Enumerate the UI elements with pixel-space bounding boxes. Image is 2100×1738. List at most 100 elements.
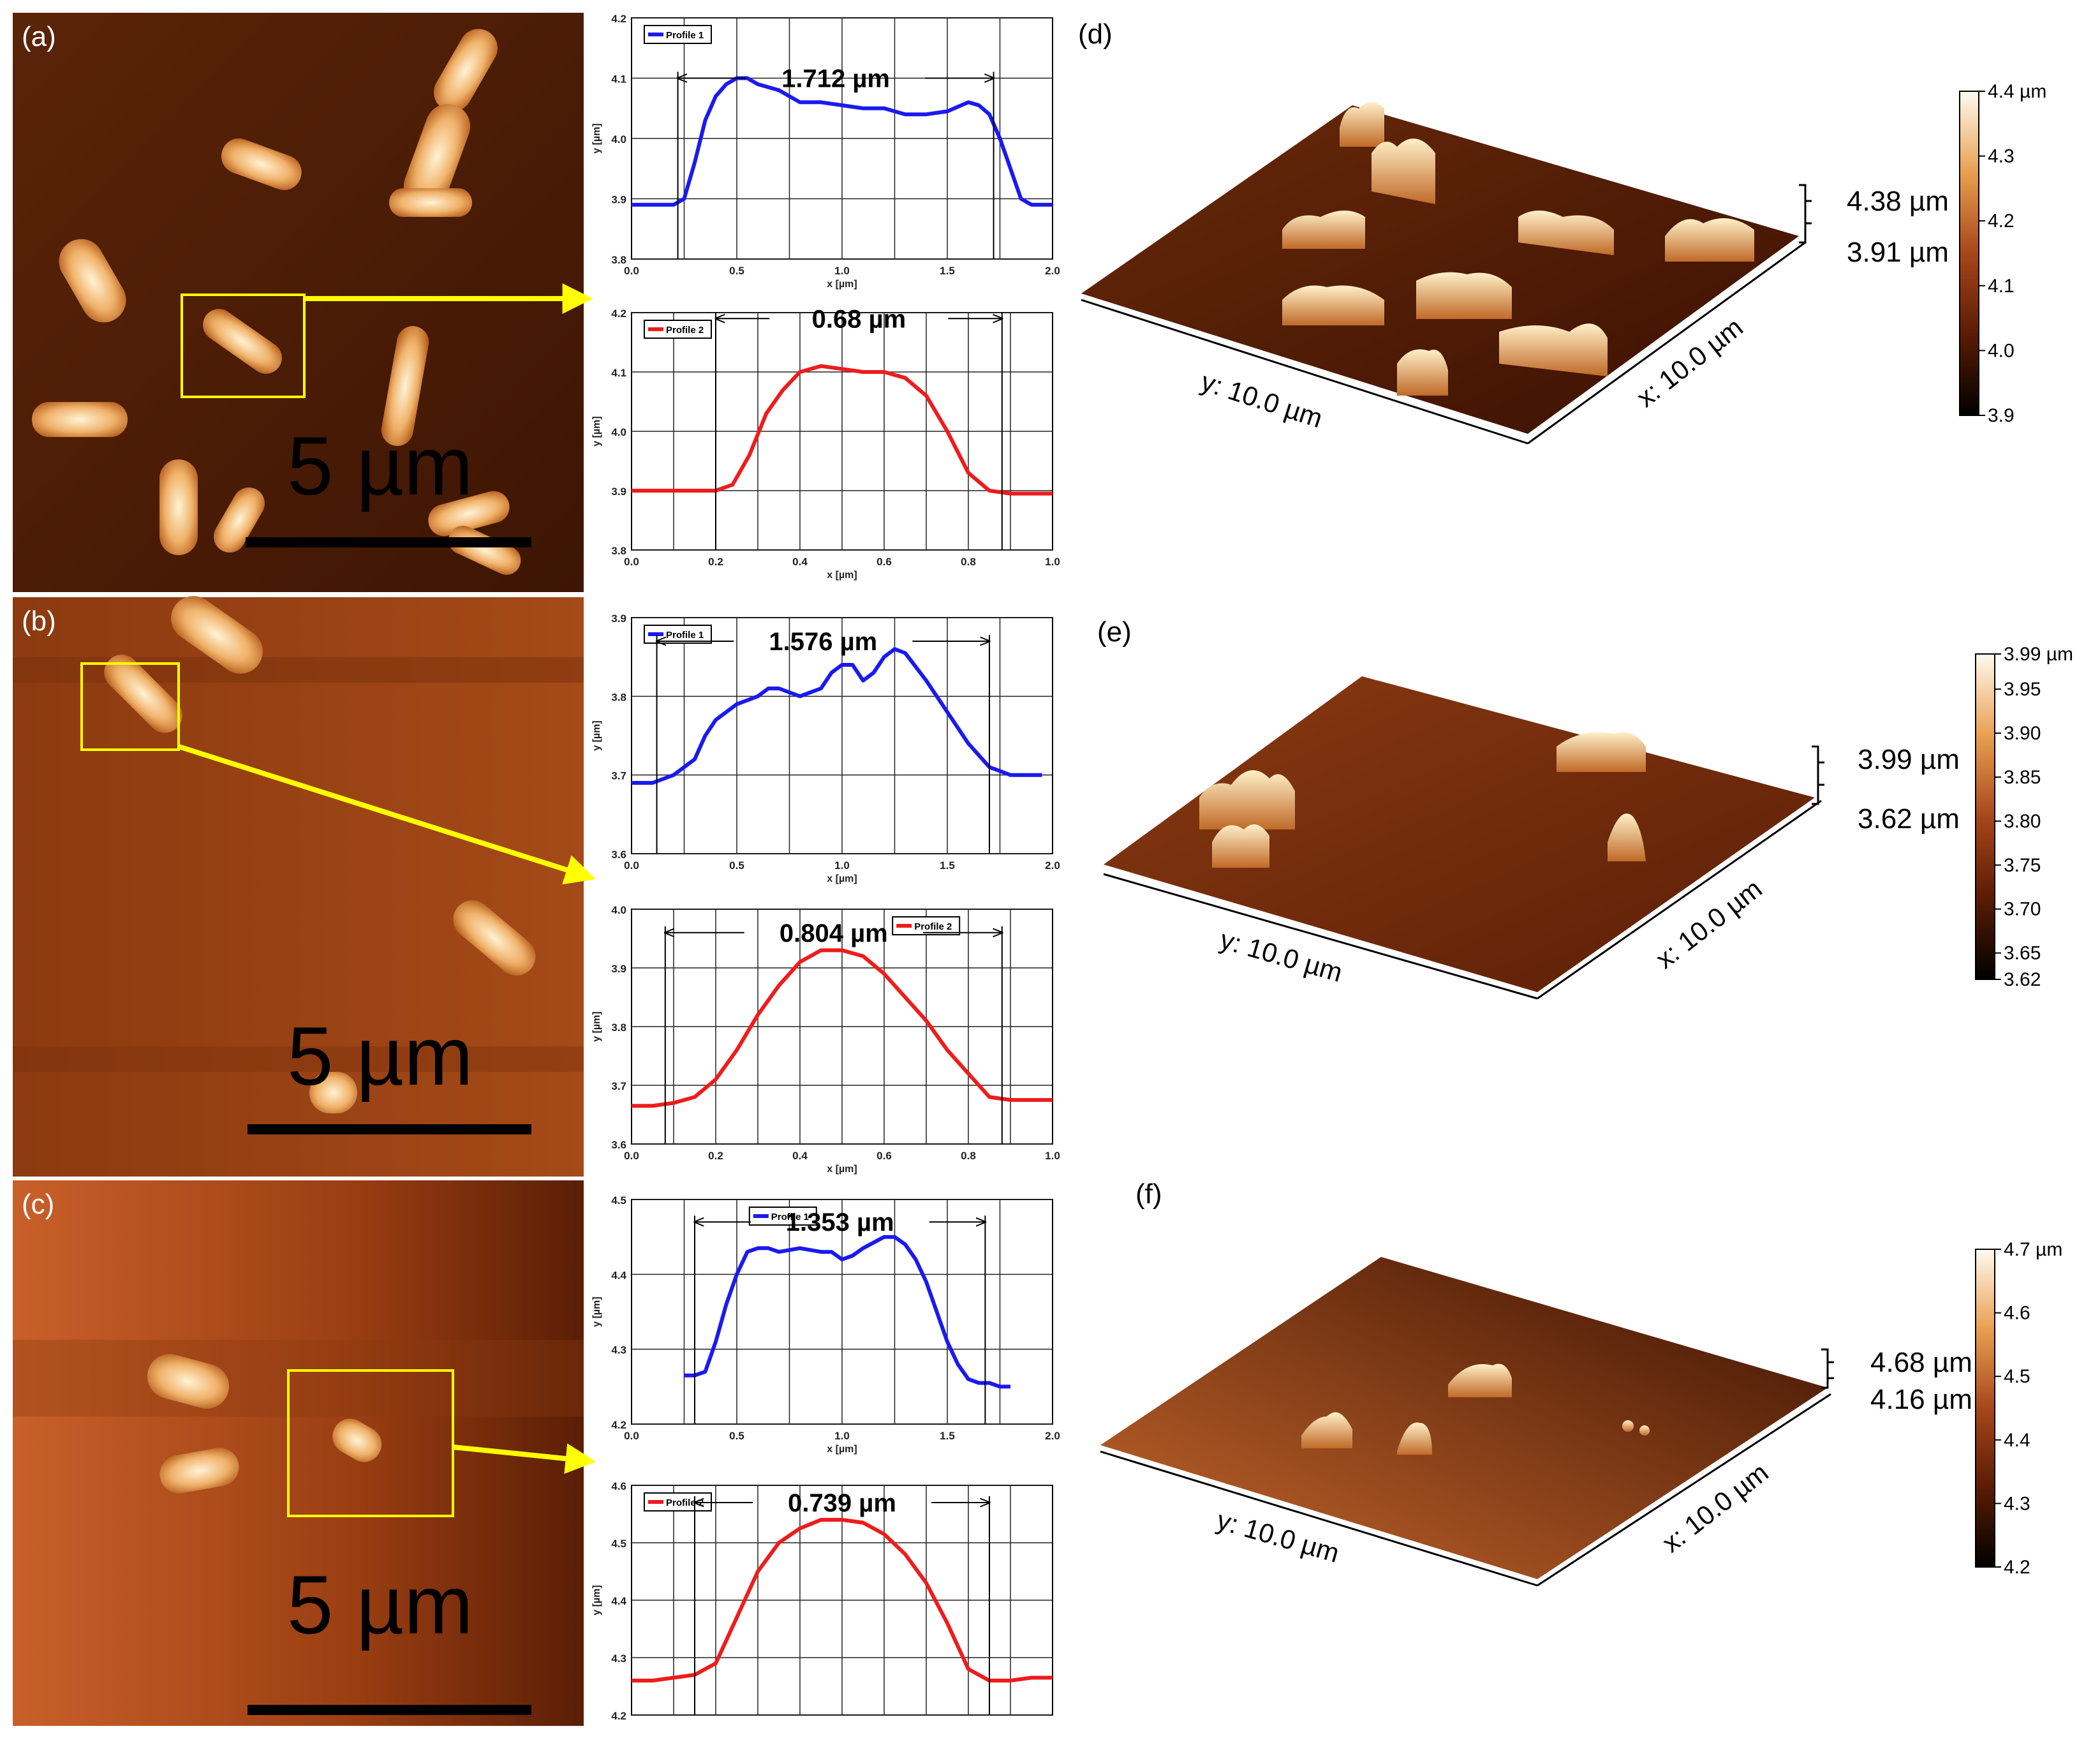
y-tick-label: 3.7 bbox=[611, 1080, 626, 1092]
series-line-profile-2 bbox=[632, 948, 1053, 1108]
x-tick-label: 1.0 bbox=[834, 859, 850, 872]
panel-f-y-axis-label: y: 10.0 µm bbox=[1214, 1504, 1343, 1568]
profile-chart-c1: 4.2 4.3 4.4 4.5 0.0 0.5 1.0 1.5 2.0 x [µm] y [µm] P… bbox=[591, 1194, 1060, 1455]
panel-d-bottom-height: 3.91 µm bbox=[1847, 237, 1949, 268]
x-tick-label: 0.0 bbox=[624, 1430, 639, 1442]
x-tick-label: 0.0 bbox=[624, 265, 639, 277]
legend-label: Profile 1 bbox=[666, 30, 704, 41]
x-tick-label: 0.6 bbox=[876, 556, 892, 568]
bacteria-cells bbox=[32, 29, 521, 575]
panel-a-scale-label: 5 µm bbox=[287, 419, 473, 512]
y-axis-label: y [µm] bbox=[591, 1011, 602, 1041]
panel-a-afm-image: (a) 5 µm bbox=[13, 13, 593, 592]
panel-e-y-axis-line bbox=[1103, 873, 1538, 1000]
colorbar-gradient bbox=[1975, 1249, 1995, 1568]
x-tick-label: 0.4 bbox=[792, 556, 808, 568]
y-tick-label: 4.2 bbox=[611, 13, 626, 25]
x-axis-label: x [µm] bbox=[827, 1444, 857, 1455]
x-tick-label: 2.0 bbox=[1045, 859, 1060, 872]
y-axis-label: y [µm] bbox=[591, 123, 602, 153]
panel-e-x-axis-line bbox=[1537, 799, 1822, 1000]
colorbar-tick-label: 3.80 bbox=[2004, 811, 2041, 832]
panel-f-y-axis-line bbox=[1100, 1450, 1538, 1587]
dimension-annotation: 1.576 µm bbox=[769, 628, 877, 656]
x-axis-label: x [µm] bbox=[827, 873, 857, 884]
y-tick-label: 3.6 bbox=[611, 849, 626, 861]
colorbar-tick-label: 3.95 bbox=[2004, 679, 2041, 700]
x-tick-label: 1.5 bbox=[940, 265, 955, 277]
colorbar-tick-label: 4.4 bbox=[2004, 1430, 2030, 1451]
x-tick-label: 0.5 bbox=[729, 265, 744, 277]
dimension-annotation: 1.712 µm bbox=[781, 65, 890, 93]
y-tick-label: 4.3 bbox=[611, 1344, 626, 1356]
panel-e-3d-surface: (e) y: 10.0 µm x: 10.0 µm 3.99 µm 3.62 µ… bbox=[1097, 616, 1960, 1000]
bacteria-cells bbox=[147, 1354, 382, 1494]
colorbar-f: 4.2 4.3 4.4 4.5 4.6 4.7 µm bbox=[1975, 1239, 2062, 1578]
panel-c-label: (c) bbox=[22, 1189, 54, 1220]
colorbar-tick-label: 3.75 bbox=[2004, 855, 2041, 876]
legend: Profile 1 bbox=[644, 625, 712, 644]
colorbar-tick-label: 3.9 bbox=[1988, 405, 2015, 426]
x-tick-label: 0.6 bbox=[876, 1150, 892, 1162]
x-tick-label: 1.0 bbox=[834, 265, 850, 277]
x-tick-label: 1.5 bbox=[940, 1430, 955, 1442]
series-line-profile-2 bbox=[632, 1518, 1053, 1682]
panel-d-y-axis-label: y: 10.0 µm bbox=[1197, 366, 1326, 434]
legend: Profile 1 bbox=[644, 25, 712, 44]
x-tick-label: 0.5 bbox=[729, 859, 744, 872]
colorbar-tick-label: 4.3 bbox=[2004, 1493, 2030, 1514]
y-tick-label: 3.7 bbox=[611, 770, 626, 782]
x-tick-label: 1.0 bbox=[1045, 1150, 1060, 1162]
panel-e-y-axis-label: y: 10.0 µm bbox=[1217, 924, 1346, 987]
colorbar-tick-label: 3.62 bbox=[2004, 969, 2041, 990]
colorbar-tick-label: 3.70 bbox=[2004, 899, 2041, 920]
x-tick-label: 0.0 bbox=[624, 556, 639, 568]
dimension-annotation: 0.68 µm bbox=[812, 305, 906, 333]
colorbar-gradient bbox=[1959, 91, 1979, 416]
legend: Profile 1 bbox=[748, 1207, 817, 1226]
panel-d-top-height: 4.38 µm bbox=[1847, 186, 1949, 217]
panel-f-x-axis-line bbox=[1537, 1393, 1831, 1587]
panel-f-label: (f) bbox=[1135, 1178, 1162, 1210]
y-axis-label: y [µm] bbox=[591, 1585, 602, 1615]
legend-box bbox=[644, 320, 712, 339]
x-axis-label: x [µm] bbox=[827, 570, 857, 581]
y-tick-label: 3.9 bbox=[611, 194, 626, 206]
profile-charts: 3.83.94.04.14.20.0 0.5 1.0 1.5 2.0x [µm]y [µ… bbox=[591, 13, 1060, 1722]
y-tick-label: 3.6 bbox=[611, 1139, 626, 1151]
legend-label: Profile 2 bbox=[914, 921, 952, 932]
legend-label: Profile 1 bbox=[666, 630, 704, 641]
series-line-profile-1 bbox=[632, 76, 1053, 207]
y-tick-label: 4.4 bbox=[611, 1595, 626, 1607]
colorbar-d: 3.9 4.0 4.1 4.2 4.3 4.4 µm bbox=[1959, 81, 2046, 426]
colorbar-tick-label: 4.7 µm bbox=[2004, 1239, 2062, 1260]
y-tick-label: 4.0 bbox=[611, 426, 626, 438]
series-line-profile-1 bbox=[632, 647, 1042, 785]
panel-a-roi-box bbox=[181, 293, 306, 398]
x-tick-label: 0.4 bbox=[792, 1150, 808, 1162]
x-tick-label: 0.2 bbox=[708, 1150, 723, 1162]
y-tick-label: 4.6 bbox=[611, 1480, 626, 1492]
dimension-annotation: 0.739 µm bbox=[788, 1489, 896, 1517]
colorbar-tick-label: 4.6 bbox=[2004, 1303, 2030, 1324]
y-tick-label: 3.9 bbox=[611, 486, 626, 498]
legend: Profile 2 bbox=[644, 320, 712, 339]
x-axis-label: x [µm] bbox=[827, 279, 857, 290]
panel-c-afm-image: (c) 5 µm bbox=[13, 1180, 596, 1726]
colorbar-tick-label: 4.3 bbox=[1988, 146, 2015, 167]
profile-chart-b2: 3.6 3.7 3.8 3.9 4.0 0.0 0.2 0.4 0.6 0.8 1.0 x [µm] y… bbox=[591, 904, 1060, 1175]
panel-d-y-axis-line bbox=[1081, 299, 1528, 445]
profile-chart-c2: 4.24.34.44.54.6y [µm]Profile 2 0.739 µm bbox=[591, 1480, 1053, 1722]
y-tick-label: 4.1 bbox=[611, 73, 626, 85]
colorbar-tick-label: 3.99 µm bbox=[2004, 644, 2073, 665]
panel-e-top-height: 3.99 µm bbox=[1858, 744, 1960, 775]
colorbar-tick-label: 3.85 bbox=[2004, 767, 2041, 788]
dimension-annotation: 1.353 µm bbox=[786, 1208, 894, 1237]
colorbar-tick-label: 4.2 bbox=[2004, 1557, 2030, 1578]
panel-b-roi-box bbox=[80, 662, 180, 751]
profile-chart-b1: 3.6 3.7 3.8 3.9 0.0 0.5 1.0 1.5 2.0 x [µm] y [µm] P… bbox=[591, 613, 1060, 884]
legend: Profile 2 bbox=[892, 916, 961, 935]
x-tick-label: 1.0 bbox=[1045, 556, 1060, 568]
colorbar-tick-label: 3.65 bbox=[2004, 943, 2041, 964]
panel-b-scale-bar bbox=[248, 1124, 531, 1134]
